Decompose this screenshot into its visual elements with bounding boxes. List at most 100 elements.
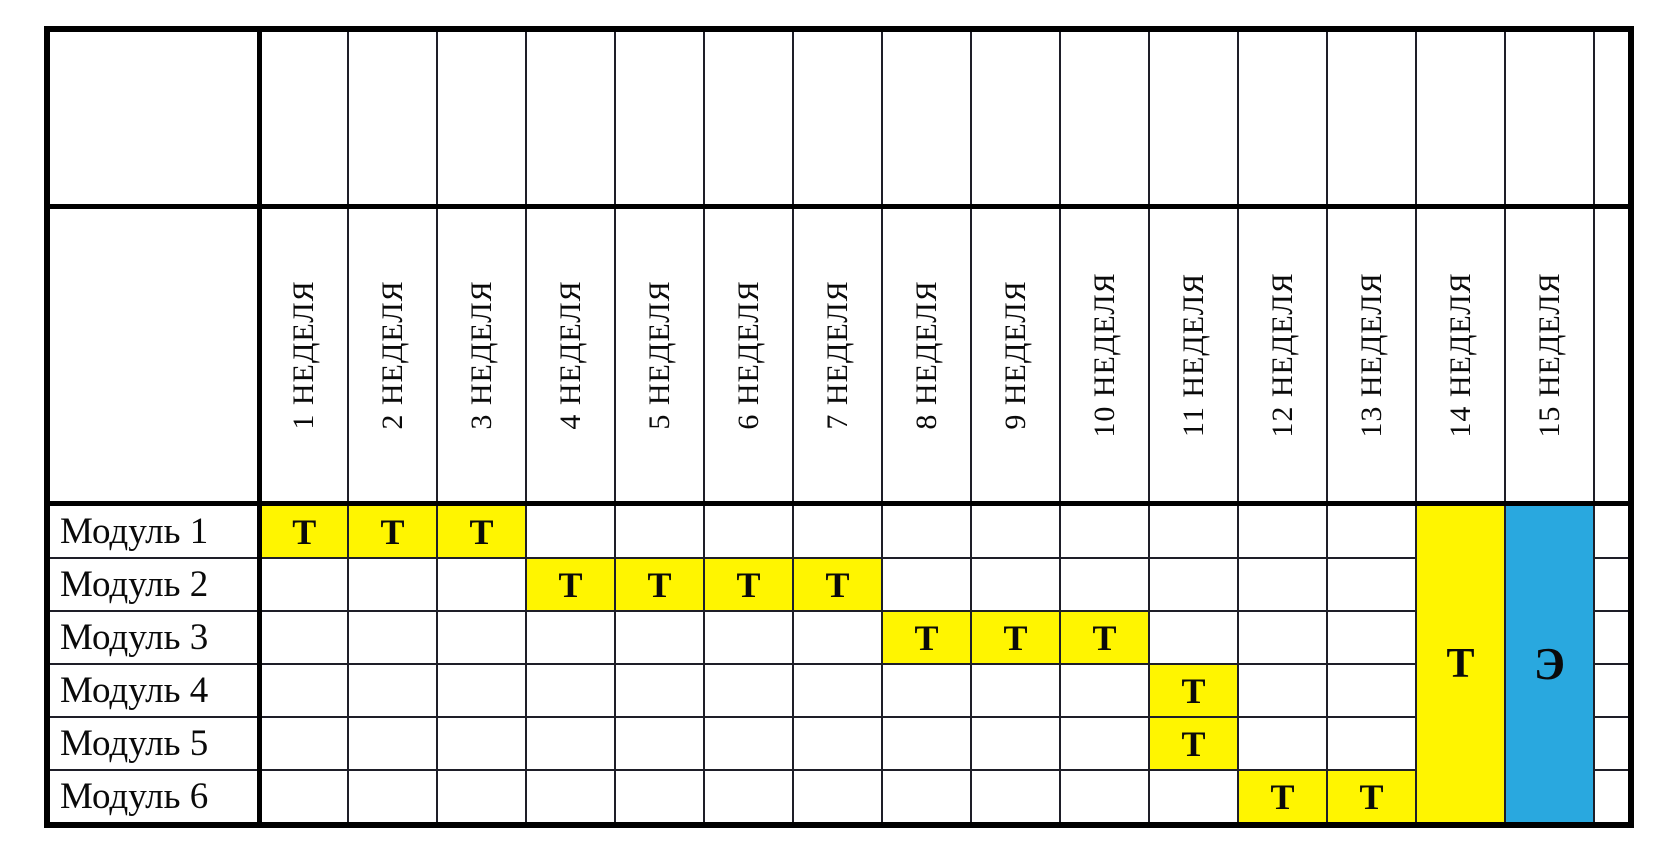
week-label: 7 НЕДЕЛЯ: [820, 280, 854, 430]
week-label: 12 НЕДЕЛЯ: [1265, 272, 1299, 438]
tail-header-cell: [1593, 28, 1632, 209]
grid-cell: [1237, 502, 1328, 559]
grid-cell: [881, 663, 972, 718]
grid-cell: [614, 502, 705, 559]
week-label: 5 НЕДЕЛЯ: [642, 280, 676, 430]
header-blank-cell: [1415, 28, 1506, 209]
week-label: 1 НЕДЕЛЯ: [287, 280, 321, 430]
module-label: Модуль 3: [46, 610, 262, 665]
grid-cell: [1148, 769, 1239, 826]
grid-cell: [970, 502, 1061, 559]
week-header-cell: 12 НЕДЕЛЯ: [1237, 205, 1328, 506]
grid-cell: [347, 716, 438, 771]
grid-cell: [792, 663, 883, 718]
grid-cell: [436, 769, 527, 826]
grid-cell: [436, 716, 527, 771]
week-header-cell: 7 НЕДЕЛЯ: [792, 205, 883, 506]
grid-cell: [881, 716, 972, 771]
test-week-cell: Т: [1148, 663, 1239, 718]
week-label: 9 НЕДЕЛЯ: [998, 280, 1032, 430]
grid-cell: [703, 502, 794, 559]
header-row-weeks: 1 НЕДЕЛЯ 2 НЕДЕЛЯ 3 НЕДЕЛЯ 4 НЕДЕЛЯ 5 НЕ…: [46, 205, 1632, 506]
test-week-cell: Т: [1237, 769, 1328, 826]
grid-cell: [1326, 610, 1417, 665]
week-header-cell: 15 НЕДЕЛЯ: [1504, 205, 1595, 506]
tail-header-cell: [1593, 205, 1632, 506]
header-blank-cell: [347, 28, 438, 209]
grid-cell: [1326, 716, 1417, 771]
grid-cell: [436, 557, 527, 612]
week-label: 2 НЕДЕЛЯ: [375, 280, 409, 430]
grid-cell: [1237, 557, 1328, 612]
header-blank-cell: [970, 28, 1061, 209]
table-row: Модуль 4 Т: [46, 663, 1632, 718]
grid-cell: [614, 769, 705, 826]
test-week-cell: Т: [1148, 716, 1239, 771]
week-header-cell: 2 НЕДЕЛЯ: [347, 205, 438, 506]
grid-cell: [792, 502, 883, 559]
test-week-cell: Т: [347, 502, 438, 559]
grid-cell: [703, 769, 794, 826]
grid-cell: [881, 769, 972, 826]
grid-cell: [970, 663, 1061, 718]
test-week-cell: Т: [792, 557, 883, 612]
header-blank-cell: [258, 28, 349, 209]
week-header-cell: 10 НЕДЕЛЯ: [1059, 205, 1150, 506]
week-header-cell: 11 НЕДЕЛЯ: [1148, 205, 1239, 506]
week-header-cell: 4 НЕДЕЛЯ: [525, 205, 616, 506]
module-label: Модуль 2: [46, 557, 262, 612]
test-week-cell: Т: [258, 502, 349, 559]
grid-cell: [258, 663, 349, 718]
grid-cell: [703, 716, 794, 771]
grid-cell: [703, 610, 794, 665]
grid-cell: [525, 769, 616, 826]
test-week-cell: Т: [881, 610, 972, 665]
grid-cell: [970, 769, 1061, 826]
week-label: 15 НЕДЕЛЯ: [1532, 272, 1566, 438]
grid-cell: [525, 716, 616, 771]
grid-cell: [703, 663, 794, 718]
header-blank-cell: [792, 28, 883, 209]
grid-cell: [1237, 610, 1328, 665]
header-blank-cell: [1237, 28, 1328, 209]
grid-cell: [258, 610, 349, 665]
week-label: 4 НЕДЕЛЯ: [553, 280, 587, 430]
grid-cell: [258, 557, 349, 612]
header-blank-cell: [1504, 28, 1595, 209]
grid-cell: [436, 610, 527, 665]
header-blank-cell: [614, 28, 705, 209]
module-label: Модуль 1: [46, 502, 262, 559]
week-label: 11 НЕДЕЛЯ: [1176, 272, 1210, 438]
grid-cell: [1326, 502, 1417, 559]
week14-merged-test-cell: Т: [1415, 502, 1506, 826]
test-week-cell: Т: [703, 557, 794, 612]
grid-cell: [347, 663, 438, 718]
test-week-cell: Т: [436, 502, 527, 559]
grid-cell: [1237, 716, 1328, 771]
grid-cell: [347, 769, 438, 826]
header-blank-cell: [1148, 28, 1239, 209]
week-header-cell: 1 НЕДЕЛЯ: [258, 205, 349, 506]
grid-cell: [525, 663, 616, 718]
week-header-cell: 5 НЕДЕЛЯ: [614, 205, 705, 506]
grid-cell: [436, 663, 527, 718]
header-blank-cell: [436, 28, 527, 209]
module-label: Модуль 4: [46, 663, 262, 718]
empty-tail-cell: [1593, 716, 1632, 771]
test-week-cell: Т: [525, 557, 616, 612]
header-row-top: [46, 28, 1632, 209]
week15-exam-cell: Э: [1504, 502, 1595, 826]
empty-tail-cell: [1593, 557, 1632, 612]
grid-cell: [1059, 663, 1150, 718]
week-header-cell: 14 НЕДЕЛЯ: [1415, 205, 1506, 506]
corner-cell: [46, 28, 262, 209]
test-week-cell: Т: [614, 557, 705, 612]
grid-cell: [792, 610, 883, 665]
grid-cell: [792, 716, 883, 771]
test-week-cell: Т: [970, 610, 1061, 665]
empty-tail-cell: [1593, 663, 1632, 718]
